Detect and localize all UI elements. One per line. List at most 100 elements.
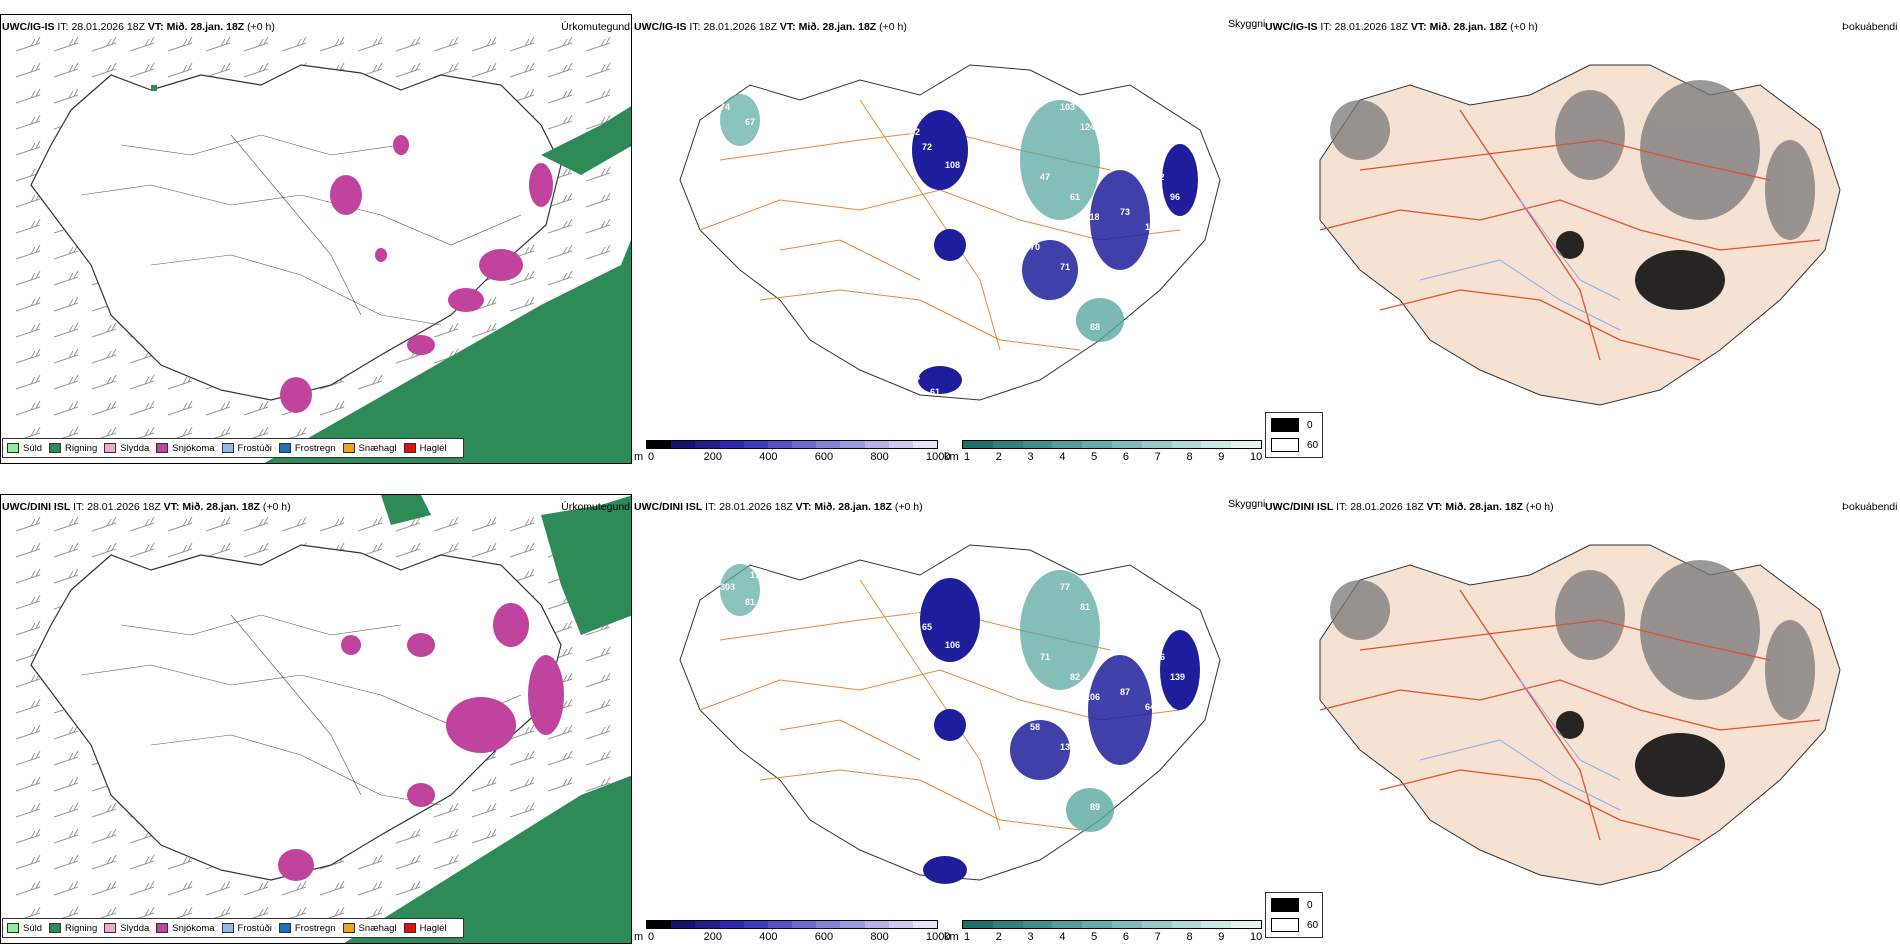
colorbar-tick-label: 800 bbox=[870, 931, 889, 943]
precip-header-2: UWC/DINI ISL IT: 28.01.2026 18Z VT: Mið.… bbox=[2, 501, 291, 513]
colorbar-tick-label: 3 bbox=[1027, 931, 1034, 943]
precip-legend-2: Súld Rigning Slydda Snjókoma Frostúði Frostre… bbox=[2, 918, 464, 938]
vis-colorbar-1 bbox=[962, 440, 1262, 449]
wind-barb bbox=[243, 36, 269, 52]
it-label: IT: bbox=[73, 501, 85, 513]
wind-barb bbox=[129, 516, 155, 532]
vis-height-label: 61 bbox=[1070, 192, 1080, 202]
vis-height-label: 138 bbox=[960, 657, 975, 667]
wind-barb bbox=[205, 400, 231, 416]
precip-title-2: Úrkomutegund bbox=[561, 501, 630, 513]
vis-height-label: 118 bbox=[1085, 212, 1100, 222]
wind-barb bbox=[91, 374, 117, 390]
vis-height-label: 70 bbox=[1030, 242, 1040, 252]
vis-height-label: 85 bbox=[1010, 572, 1020, 582]
vis-height-label: 103 bbox=[1060, 102, 1075, 112]
it-value: 28.01.2026 18Z bbox=[1350, 501, 1424, 513]
wind-barb bbox=[509, 750, 535, 766]
legend-item-snjókoma: Snjókoma bbox=[156, 443, 215, 454]
legend-item-snæhagl: Snæhagl bbox=[342, 923, 397, 934]
colorbar-tick-label: 600 bbox=[814, 451, 834, 463]
fog-swatch-high bbox=[1271, 898, 1299, 912]
precip-map-frame bbox=[0, 494, 632, 944]
vis-height-label: 84 bbox=[1000, 712, 1010, 722]
fog-header-1: UWC/IG-IS IT: 28.01.2026 18Z VT: Mið. 28… bbox=[1265, 21, 1538, 33]
vis-height-label: 135 bbox=[1060, 742, 1075, 752]
vis-map-2: 1773038167651061381218577811355114613971… bbox=[679, 544, 1221, 884]
wind-barb bbox=[433, 516, 459, 532]
colorbar-segment bbox=[1141, 921, 1172, 928]
legend-item-haglél: Haglél bbox=[403, 443, 447, 454]
fog-label-60: 60 bbox=[1307, 919, 1319, 931]
wind-barb bbox=[395, 516, 421, 532]
colorbar-tick-label: 5 bbox=[1091, 451, 1098, 463]
wind-barb bbox=[167, 516, 193, 532]
wind-barb bbox=[129, 400, 155, 416]
colorbar-segment bbox=[816, 441, 841, 448]
fog-title-1: Þokuábendi bbox=[1842, 21, 1898, 33]
height-unit-2: m bbox=[634, 931, 644, 943]
wind-barb bbox=[53, 270, 79, 286]
wind-barb bbox=[53, 880, 79, 896]
vis-height-label: 51 bbox=[1130, 622, 1140, 632]
fog-header-2: UWC/DINI ISL IT: 28.01.2026 18Z VT: Mið.… bbox=[1265, 501, 1554, 513]
vis-height-label: 81 bbox=[1080, 602, 1090, 612]
wind-barb bbox=[509, 802, 535, 818]
wind-barb bbox=[15, 218, 41, 234]
legend-item-súld: Súld bbox=[7, 923, 42, 934]
legend-label: Frostregn bbox=[294, 442, 336, 454]
fog-swatch-low bbox=[1271, 438, 1299, 452]
wind-barb bbox=[243, 62, 269, 78]
legend-item-haglél: Haglél bbox=[403, 923, 447, 934]
wind-barb bbox=[15, 594, 41, 610]
vis-height-label: 99 bbox=[750, 90, 760, 100]
wind-barb bbox=[471, 516, 497, 532]
vis-height-label: 82 bbox=[910, 127, 920, 137]
colorbar-segment bbox=[992, 441, 1023, 448]
colorbar-segment bbox=[671, 921, 696, 928]
colorbar-tick-label: 1000 bbox=[926, 931, 951, 943]
colorbar-tick-label: 0 bbox=[648, 451, 655, 463]
lead-time: (+0 h) bbox=[247, 21, 275, 33]
wind-barb bbox=[167, 374, 193, 390]
wind-barb bbox=[585, 36, 611, 52]
colorbar-tick-label: 1 bbox=[964, 451, 971, 463]
vis-height-label: 65 bbox=[922, 622, 932, 632]
vis-height-label: 72 bbox=[1160, 237, 1170, 247]
colorbar-segment bbox=[963, 441, 993, 448]
wind-barb bbox=[547, 218, 573, 234]
wind-barb bbox=[15, 114, 41, 130]
colorbar-tick-label: 7 bbox=[1154, 931, 1161, 943]
legend-swatch bbox=[7, 923, 19, 933]
colorbar-tick-label: 2 bbox=[995, 931, 1002, 943]
wind-barb bbox=[547, 62, 573, 78]
vis-height-label: 113 bbox=[980, 372, 995, 382]
wind-barb bbox=[53, 568, 79, 584]
wind-barb bbox=[585, 724, 611, 740]
wind-barb bbox=[15, 516, 41, 532]
colorbar-tick-label: 600 bbox=[814, 931, 834, 943]
legend-label: Frostúði bbox=[237, 442, 272, 454]
legend-label: Rigning bbox=[65, 442, 98, 454]
legend-item-slydda: Slydda bbox=[104, 443, 149, 454]
wind-barb bbox=[15, 750, 41, 766]
wind-barb bbox=[15, 244, 41, 260]
colorbar-tick-label: 3 bbox=[1027, 451, 1034, 463]
vis-height-label: 58 bbox=[1055, 332, 1065, 342]
wind-barb bbox=[509, 36, 535, 52]
vis-height-label: 74 bbox=[720, 102, 730, 112]
wind-barb bbox=[167, 36, 193, 52]
legend-item-snjókoma: Snjókoma bbox=[156, 923, 215, 934]
wind-barb bbox=[281, 516, 307, 532]
colorbar-segment bbox=[1052, 921, 1083, 928]
wind-barb bbox=[15, 36, 41, 52]
colorbar-tick-label: 8 bbox=[1186, 451, 1193, 463]
colorbar-segment bbox=[1201, 921, 1232, 928]
legend-swatch bbox=[156, 923, 169, 933]
vis-height-label: 64 bbox=[1145, 702, 1155, 712]
wind-barb bbox=[585, 776, 611, 792]
colorbar-segment bbox=[719, 441, 744, 448]
colorbar-segment bbox=[1111, 441, 1142, 448]
wind-barb bbox=[91, 36, 117, 52]
vis-height-label: 108 bbox=[945, 160, 960, 170]
